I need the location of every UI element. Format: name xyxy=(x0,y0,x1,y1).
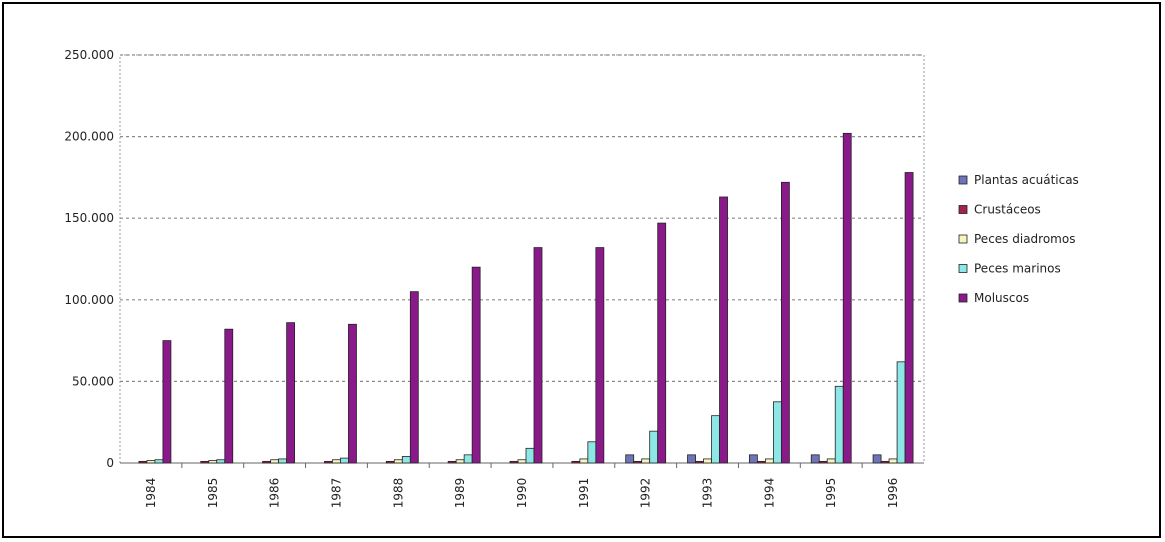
legend-label: Crustáceos xyxy=(974,203,1041,217)
legend-label: Peces diadromos xyxy=(974,232,1075,246)
bar-peces-diadromos-1993 xyxy=(703,458,712,464)
bar-peces-diadromos-1985 xyxy=(208,460,218,464)
bar-peces-marinos-1985 xyxy=(216,459,226,464)
bar-peces-marinos-1986 xyxy=(278,458,288,464)
x-tick-label: 1993 xyxy=(701,478,715,509)
bar-plantas-acu-ticas-1995 xyxy=(810,454,820,464)
x-tick-label: 1988 xyxy=(391,478,405,509)
y-tick-label: 50.000 xyxy=(72,374,114,388)
bar-peces-diadromos-1989 xyxy=(455,459,465,464)
bar-peces-diadromos-1995 xyxy=(826,458,836,464)
bar-moluscos-1989 xyxy=(471,266,481,464)
bar-moluscos-1991 xyxy=(595,247,605,464)
bar-crust-ceos-1984 xyxy=(138,460,148,464)
bar-chart: 0 50.000 100.000 150.000 200.000 250.000 1984 1… xyxy=(64,48,1079,509)
x-tick-label: 1989 xyxy=(453,478,467,509)
x-tick-label: 1992 xyxy=(639,478,653,509)
bar-plantas-acu-ticas-1992 xyxy=(625,454,635,464)
legend-label: Peces marinos xyxy=(974,262,1061,276)
bar-peces-marinos-1987 xyxy=(340,457,349,464)
x-tick-label: 1990 xyxy=(515,478,529,509)
y-tick-label: 100.000 xyxy=(64,293,114,307)
legend-label: Moluscos xyxy=(974,291,1029,305)
bar-peces-diadromos-1988 xyxy=(393,459,403,464)
bar-peces-marinos-1995 xyxy=(834,385,844,464)
bar-moluscos-1994 xyxy=(780,181,790,464)
legend-swatch xyxy=(958,234,968,244)
bar-crust-ceos-1988 xyxy=(385,460,395,464)
bar-crust-ceos-1994 xyxy=(756,460,766,464)
bar-moluscos-1984 xyxy=(162,340,172,464)
y-tick-label: 0 xyxy=(106,456,114,470)
x-tick-label: 1991 xyxy=(577,478,591,509)
bar-moluscos-1993 xyxy=(719,196,728,464)
bar-peces-diadromos-1987 xyxy=(332,459,341,464)
bar-moluscos-1987 xyxy=(348,323,357,464)
bar-peces-marinos-1992 xyxy=(649,430,659,464)
bar-plantas-acu-ticas-1994 xyxy=(748,454,758,464)
y-tick-label: 150.000 xyxy=(64,211,114,225)
bar-crust-ceos-1996 xyxy=(880,460,890,464)
bar-peces-diadromos-1984 xyxy=(146,460,156,464)
bar-peces-marinos-1989 xyxy=(463,454,473,464)
bar-plantas-acu-ticas-1996 xyxy=(872,454,882,464)
bar-moluscos-1985 xyxy=(224,328,234,464)
bar-peces-marinos-1988 xyxy=(401,456,411,464)
bar-peces-marinos-1996 xyxy=(896,361,906,464)
bar-moluscos-1990 xyxy=(533,247,543,464)
y-tick-label: 200.000 xyxy=(64,130,114,144)
bar-moluscos-1996 xyxy=(904,172,914,464)
plot-area xyxy=(119,54,925,464)
bar-peces-diadromos-1994 xyxy=(764,458,774,464)
x-tick-label: 1984 xyxy=(144,478,158,509)
x-tick-label: 1996 xyxy=(886,478,900,509)
bar-crust-ceos-1993 xyxy=(695,460,704,464)
bar-peces-marinos-1993 xyxy=(711,415,720,464)
x-tick-label: 1995 xyxy=(824,478,838,509)
bar-crust-ceos-1989 xyxy=(447,460,457,464)
legend-swatch xyxy=(958,264,968,273)
legend-swatch xyxy=(958,175,968,185)
bar-crust-ceos-1987 xyxy=(324,460,333,464)
bar-moluscos-1995 xyxy=(842,132,852,464)
bar-peces-marinos-1994 xyxy=(772,401,782,464)
bar-peces-marinos-1991 xyxy=(587,441,597,464)
bar-peces-diadromos-1990 xyxy=(517,459,527,464)
y-tick-label: 250.000 xyxy=(64,48,114,62)
legend-label: Plantas acuáticas xyxy=(974,173,1079,187)
bar-crust-ceos-1992 xyxy=(633,460,643,464)
legend-swatch xyxy=(958,205,968,214)
x-tick-label: 1986 xyxy=(268,478,282,509)
x-tick-label: 1994 xyxy=(762,478,776,509)
bar-moluscos-1986 xyxy=(286,322,296,464)
bar-peces-diadromos-1992 xyxy=(641,458,651,464)
x-tick-label: 1987 xyxy=(329,478,343,509)
bar-crust-ceos-1991 xyxy=(571,460,581,464)
bar-peces-diadromos-1991 xyxy=(579,458,589,464)
bar-peces-marinos-1990 xyxy=(525,447,535,464)
bar-moluscos-1988 xyxy=(409,291,419,464)
bar-moluscos-1992 xyxy=(657,222,667,464)
x-tick-label: 1985 xyxy=(206,478,220,509)
bar-peces-diadromos-1996 xyxy=(888,458,898,464)
bar-peces-marinos-1984 xyxy=(154,459,164,464)
legend-swatch xyxy=(958,293,968,303)
bar-crust-ceos-1990 xyxy=(509,460,519,464)
bar-crust-ceos-1986 xyxy=(262,460,272,464)
bar-plantas-acu-ticas-1993 xyxy=(687,454,696,464)
bar-crust-ceos-1995 xyxy=(818,460,828,464)
bar-peces-diadromos-1986 xyxy=(270,459,280,464)
bar-crust-ceos-1985 xyxy=(200,460,210,464)
